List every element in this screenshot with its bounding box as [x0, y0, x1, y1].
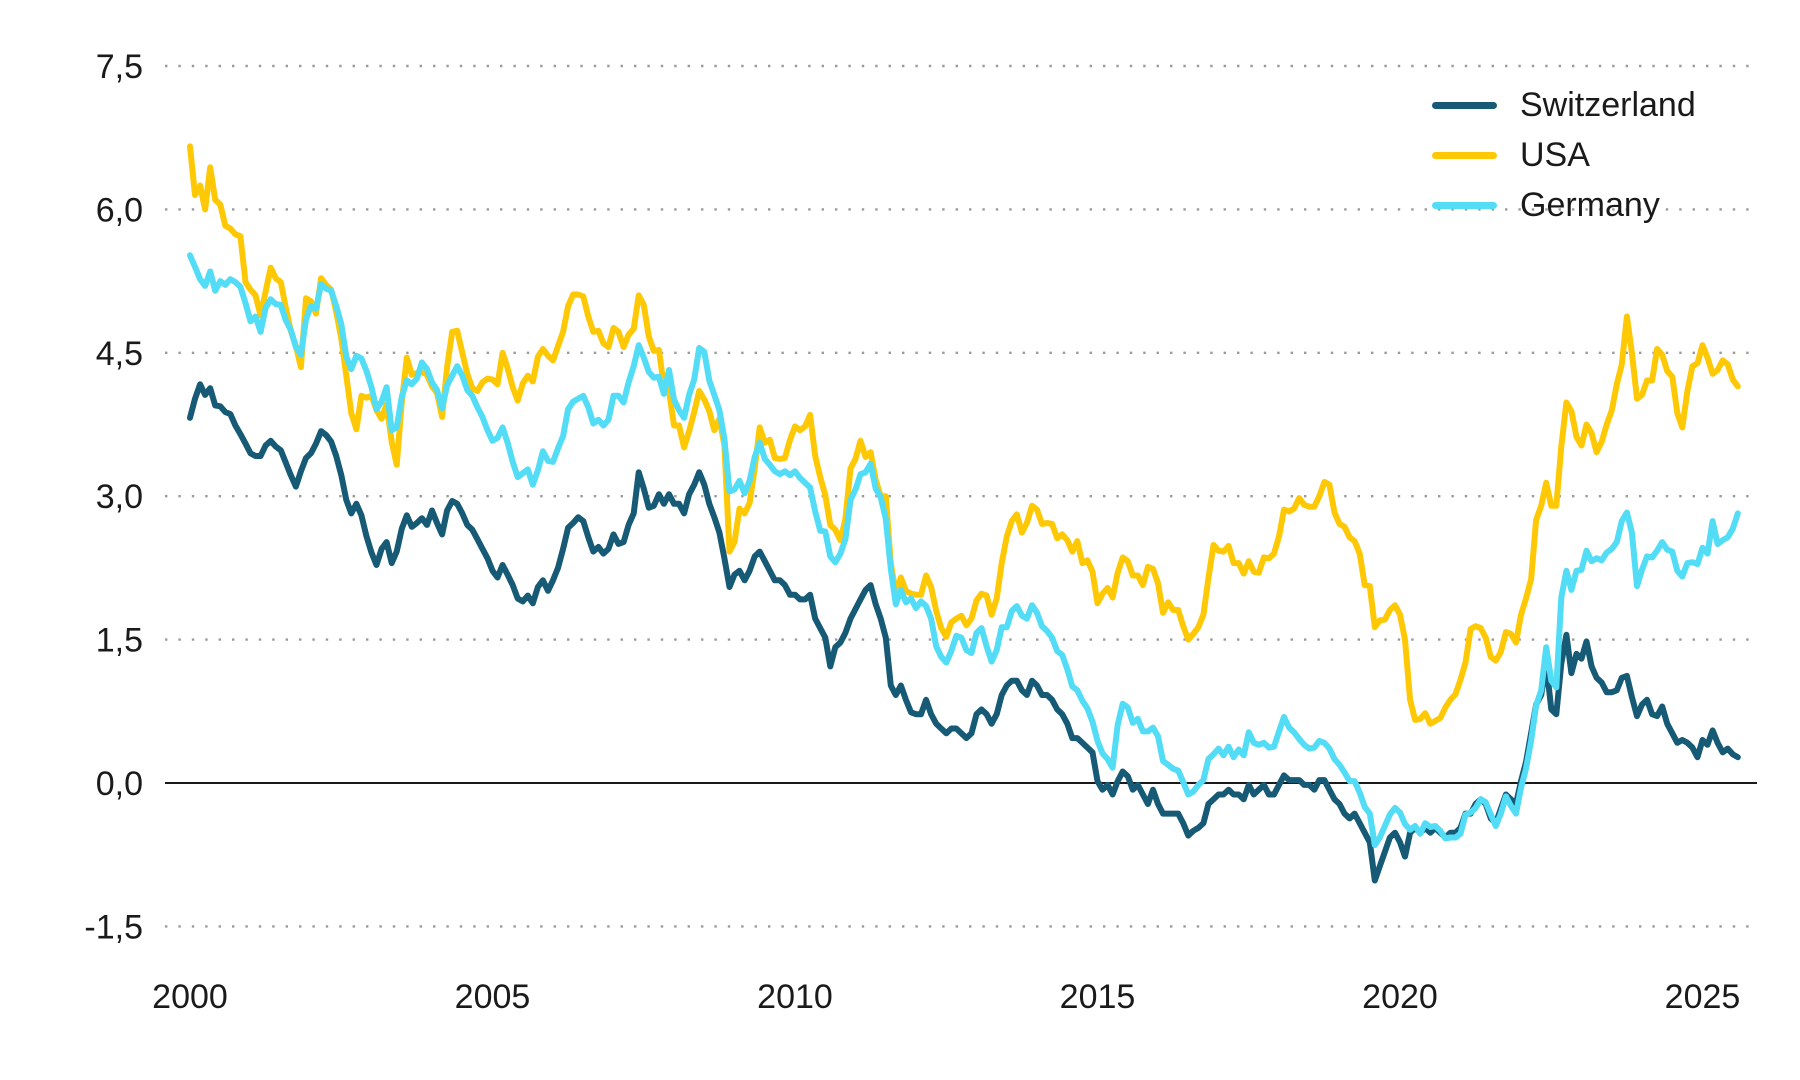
legend: Switzerland USA Germany — [1432, 80, 1696, 230]
x-axis-labels: 2000 2005 2010 2015 2020 2025 — [152, 978, 1740, 1016]
series-line-usa — [187, 143, 1741, 727]
series-lines — [187, 143, 1741, 884]
legend-label-germany: Germany — [1520, 186, 1660, 224]
legend-label-usa: USA — [1520, 136, 1590, 174]
y-tick-label: 4,5 — [96, 335, 143, 373]
x-tick-label: 2020 — [1362, 978, 1438, 1016]
x-tick-label: 2005 — [455, 978, 531, 1016]
legend-item-usa: USA — [1432, 130, 1696, 180]
x-tick-label: 2015 — [1060, 978, 1136, 1016]
gridlines — [165, 64, 1757, 928]
series-line-germany — [187, 252, 1741, 849]
legend-item-switzerland: Switzerland — [1432, 80, 1696, 130]
legend-item-germany: Germany — [1432, 180, 1696, 230]
germany-line-swatch — [1432, 201, 1497, 209]
x-tick-label: 2000 — [152, 978, 228, 1016]
switzerland-line-swatch — [1432, 101, 1497, 109]
y-tick-label: 3,0 — [96, 478, 143, 516]
x-tick-label: 2010 — [757, 978, 833, 1016]
legend-label-switzerland: Switzerland — [1520, 86, 1696, 124]
y-tick-label: 0,0 — [96, 765, 143, 803]
y-tick-label: -1,5 — [84, 908, 143, 946]
usa-line-swatch — [1432, 151, 1497, 159]
y-axis-labels: 7,5 6,0 4,5 3,0 1,5 0,0 -1,5 — [84, 48, 143, 946]
x-tick-label: 2025 — [1665, 978, 1741, 1016]
y-tick-label: 1,5 — [96, 622, 143, 660]
y-tick-label: 6,0 — [96, 191, 143, 229]
y-tick-label: 7,5 — [96, 48, 143, 86]
